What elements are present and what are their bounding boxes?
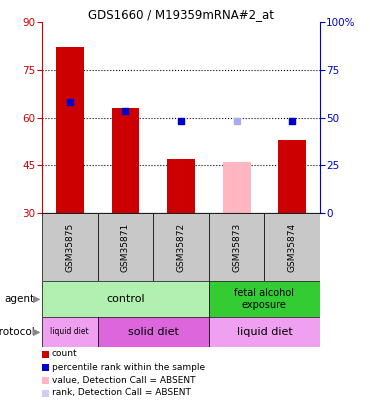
Bar [209,213,265,281]
Text: GSM35872: GSM35872 [176,222,185,272]
Bar [42,281,209,317]
Text: control: control [106,294,145,304]
Title: GDS1660 / M19359mRNA#2_at: GDS1660 / M19359mRNA#2_at [88,8,274,21]
Text: count: count [52,350,78,358]
Text: fetal alcohol
exposure: fetal alcohol exposure [235,288,295,310]
Text: value, Detection Call = ABSENT: value, Detection Call = ABSENT [52,375,195,384]
Text: agent: agent [4,294,35,304]
Bar [209,317,320,347]
Text: GSM35874: GSM35874 [288,222,297,272]
Text: ▶: ▶ [33,327,40,337]
Text: liquid diet: liquid diet [236,327,292,337]
Text: percentile rank within the sample: percentile rank within the sample [52,362,205,371]
Point [122,108,128,114]
Text: liquid diet: liquid diet [50,328,89,337]
Bar [98,317,209,347]
Bar [209,281,320,317]
Text: GSM35875: GSM35875 [65,222,74,272]
Text: GSM35873: GSM35873 [232,222,241,272]
Text: ▶: ▶ [33,294,40,304]
Text: solid diet: solid diet [128,327,179,337]
Bar [56,47,84,213]
Text: protocol: protocol [0,327,35,337]
Point [233,117,239,124]
Bar [265,213,320,281]
Bar [42,317,98,347]
Bar [98,213,153,281]
Point [67,98,73,105]
Bar [153,213,209,281]
Bar [42,213,98,281]
Bar [111,108,139,213]
Bar [167,159,195,213]
Bar [223,162,250,213]
Text: GSM35871: GSM35871 [121,222,130,272]
Point [178,117,184,124]
Bar [278,140,306,213]
Point [289,117,295,124]
Text: rank, Detection Call = ABSENT: rank, Detection Call = ABSENT [52,388,191,397]
